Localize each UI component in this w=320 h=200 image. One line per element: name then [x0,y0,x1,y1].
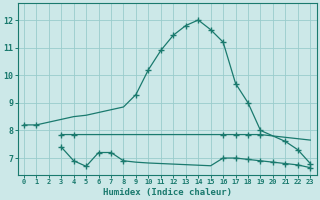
X-axis label: Humidex (Indice chaleur): Humidex (Indice chaleur) [103,188,232,197]
